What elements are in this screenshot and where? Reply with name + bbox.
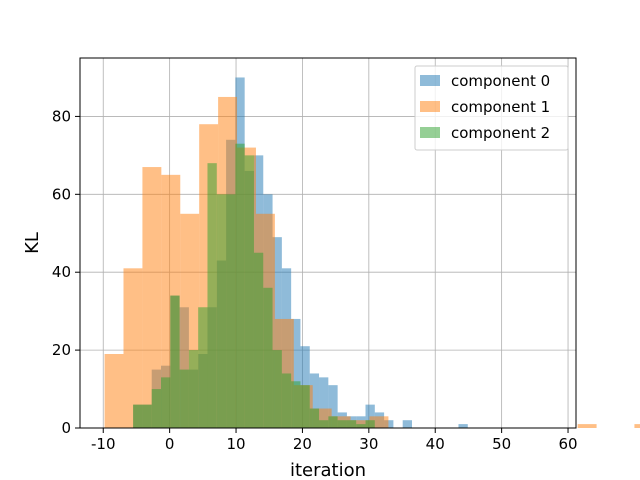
histogram-bar [337,420,347,428]
series-2-bars [133,143,375,429]
histogram-bar [188,350,199,428]
legend-label: component 1 [451,98,550,116]
histogram-bar [369,416,389,428]
histogram-bar [104,354,124,428]
legend-swatch [420,101,440,112]
histogram-bar [309,373,320,428]
histogram-bar [161,377,171,428]
histogram-bar [634,424,640,428]
y-tick-label: 20 [52,341,71,359]
axis-ticks: -10 0 10 20 30 40 50 60 0 20 40 60 80 [52,107,578,453]
histogram-bar [263,287,273,428]
histogram-bar [123,268,143,428]
histogram-bar [458,424,468,428]
y-tick-label: 0 [61,419,71,437]
histogram-bar [198,307,208,428]
histogram-bar [207,163,217,428]
histogram-bar [402,420,412,428]
histogram-bars [104,77,640,429]
histogram-bar [291,318,301,428]
histogram-bar [384,420,394,428]
histogram-bar [346,420,357,428]
histogram-bar [170,295,180,428]
histogram-bar [244,155,254,429]
histogram-bar [142,404,152,428]
x-axis-label: iteration [290,460,366,480]
histogram-bar [300,385,310,428]
x-tick-label: 60 [558,435,577,453]
plot-frame [79,57,577,429]
legend-swatch [420,127,440,138]
histogram-bar [291,381,301,428]
legend-label: component 2 [451,124,550,142]
histogram-bar [365,420,375,428]
histogram-bar [142,167,162,429]
histogram-bar [151,389,162,428]
x-tick-label: 30 [359,435,378,453]
legend-label: component 0 [451,72,550,90]
x-tick-label: 10 [226,435,245,453]
x-tick-label: 20 [293,435,312,453]
x-tick-label: 40 [426,435,445,453]
histogram-bar [235,143,245,428]
x-tick-label: 0 [165,435,175,453]
x-tick-label: -10 [91,435,116,453]
histogram-bar [356,424,366,428]
histogram-bar [319,420,329,428]
histogram-bar [309,408,320,428]
legend: component 0 component 1 component 2 [414,65,569,151]
histogram-bar [281,373,292,428]
histogram-bar [577,424,597,428]
histogram-bar [328,385,338,428]
y-axis-label: KL [22,232,43,254]
x-tick-label: 50 [492,435,511,453]
histogram-bar [328,416,338,428]
y-tick-label: 80 [52,107,71,125]
histogram-bar [272,350,282,428]
legend-swatch [420,75,440,86]
histogram-bar [179,369,189,428]
histogram-bar [226,194,236,428]
legend-box [414,65,569,151]
histogram-bar [133,404,143,428]
histogram-bar [253,252,264,428]
histogram-bar [216,194,227,428]
y-tick-label: 60 [52,185,71,203]
histogram-bar [319,377,329,428]
y-tick-label: 40 [52,263,71,281]
